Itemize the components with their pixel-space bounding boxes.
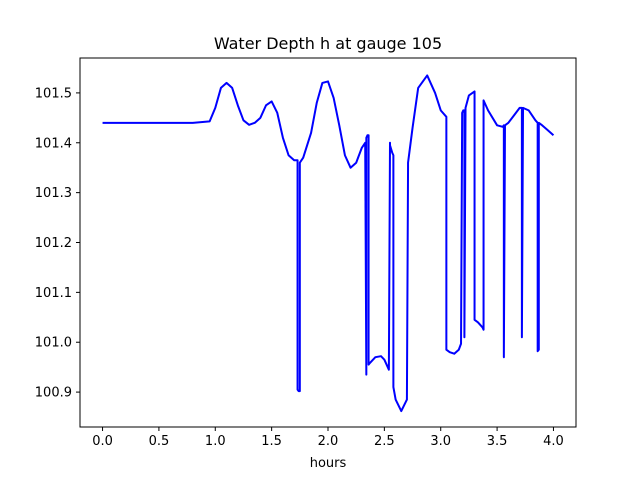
x-tick-label: 3.5 (487, 434, 508, 449)
series-line-0 (102, 74, 555, 413)
plot-area (80, 58, 576, 427)
y-tick-label: 101.0 (35, 336, 72, 351)
x-tick-label: 3.0 (430, 434, 451, 449)
y-tick-label: 101.2 (35, 236, 72, 251)
chart-title: Water Depth h at gauge 105 (214, 34, 442, 53)
y-axis-ticks: 100.9 101.0 101.1 101.2 101.3 101.4 101.5 (35, 86, 80, 401)
x-axis-ticks: 0.0 0.5 1.0 1.5 2.0 2.5 3.0 3.5 4.0 (92, 427, 564, 449)
y-tick-label: 101.1 (35, 286, 72, 301)
y-tick-label: 100.9 (35, 386, 72, 401)
x-tick-label: 2.0 (318, 434, 339, 449)
x-tick-label: 4.0 (543, 434, 564, 449)
y-tick-label: 101.5 (35, 86, 72, 101)
x-tick-label: 0.0 (92, 434, 113, 449)
x-axis-label: hours (310, 456, 347, 471)
y-tick-label: 101.3 (35, 186, 72, 201)
x-tick-label: 0.5 (149, 434, 170, 449)
x-tick-label: 1.0 (205, 434, 226, 449)
y-tick-label: 101.4 (35, 136, 72, 151)
x-tick-label: 1.5 (261, 434, 282, 449)
x-tick-label: 2.5 (374, 434, 395, 449)
series-layer (102, 74, 555, 413)
